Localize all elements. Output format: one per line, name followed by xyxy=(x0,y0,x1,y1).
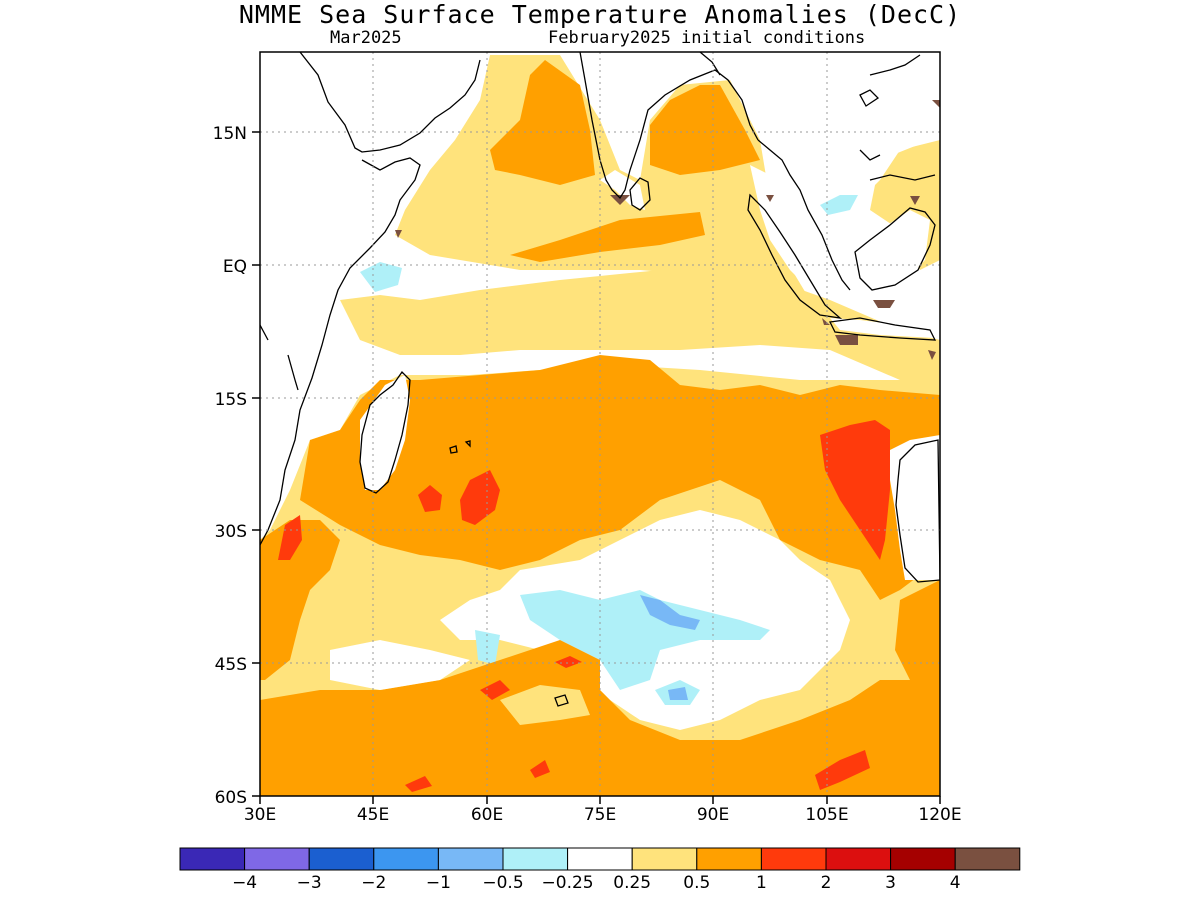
lon-label-60e: 60E xyxy=(471,805,503,825)
colorbar-label: −0.25 xyxy=(542,873,594,893)
colorbar-swatch xyxy=(244,847,310,871)
lon-label-75e: 75E xyxy=(584,805,616,825)
graticule xyxy=(260,52,940,796)
lat-label-30s: 30S xyxy=(215,522,247,542)
map-title: NMME Sea Surface Temperature Anomalies (… xyxy=(238,0,962,29)
colorbar-label: −1 xyxy=(426,873,451,893)
colorbar-label: 0.5 xyxy=(683,873,710,893)
colorbar-label: −0.5 xyxy=(482,873,523,893)
colorbar-label: −2 xyxy=(361,873,386,893)
lon-label-45e: 45E xyxy=(357,805,389,825)
colorbar-swatch xyxy=(373,847,439,871)
colorbar-label: −4 xyxy=(232,873,257,893)
colorbar-label: 1 xyxy=(756,873,767,893)
lat-label-45s: 45S xyxy=(215,655,247,675)
colorbar-swatch xyxy=(890,847,956,871)
colorbar-label: 4 xyxy=(950,873,961,893)
colorbar-label: −3 xyxy=(297,873,322,893)
colorbar-swatch xyxy=(308,847,375,871)
lat-label-15s: 15S xyxy=(215,390,247,410)
lon-label-90e: 90E xyxy=(697,805,729,825)
colorbar-label: 2 xyxy=(821,873,832,893)
colorbar-swatch xyxy=(437,847,504,871)
colorbar-swatch xyxy=(760,847,827,871)
lat-label-60s: 60S xyxy=(215,788,247,808)
coastlines xyxy=(260,52,940,707)
initial-conditions-label: February2025 initial conditions xyxy=(548,28,866,48)
lon-label-30e: 30E xyxy=(244,805,276,825)
tick-marks xyxy=(252,131,941,804)
lat-label-eq: EQ xyxy=(223,257,247,277)
lon-label-120e: 120E xyxy=(918,805,961,825)
lat-label-15n: 15N xyxy=(213,124,247,144)
colorbar-label: 3 xyxy=(885,873,896,893)
colorbar-label: 0.25 xyxy=(613,873,651,893)
colorbar-swatch xyxy=(502,847,569,871)
colorbar-swatch xyxy=(696,847,762,871)
colorbar-swatch xyxy=(631,847,698,871)
colorbar-swatch xyxy=(825,847,892,871)
colorbar: −4 −3 −2 −1 −0.5 −0.25 0.25 0.5 1 2 3 4 xyxy=(179,847,1021,893)
colorbar-swatch xyxy=(567,847,633,871)
colorbar-swatch xyxy=(179,847,246,871)
lon-label-105e: 105E xyxy=(805,805,848,825)
colorbar-swatch xyxy=(954,847,1021,871)
forecast-month: Mar2025 xyxy=(330,28,402,48)
